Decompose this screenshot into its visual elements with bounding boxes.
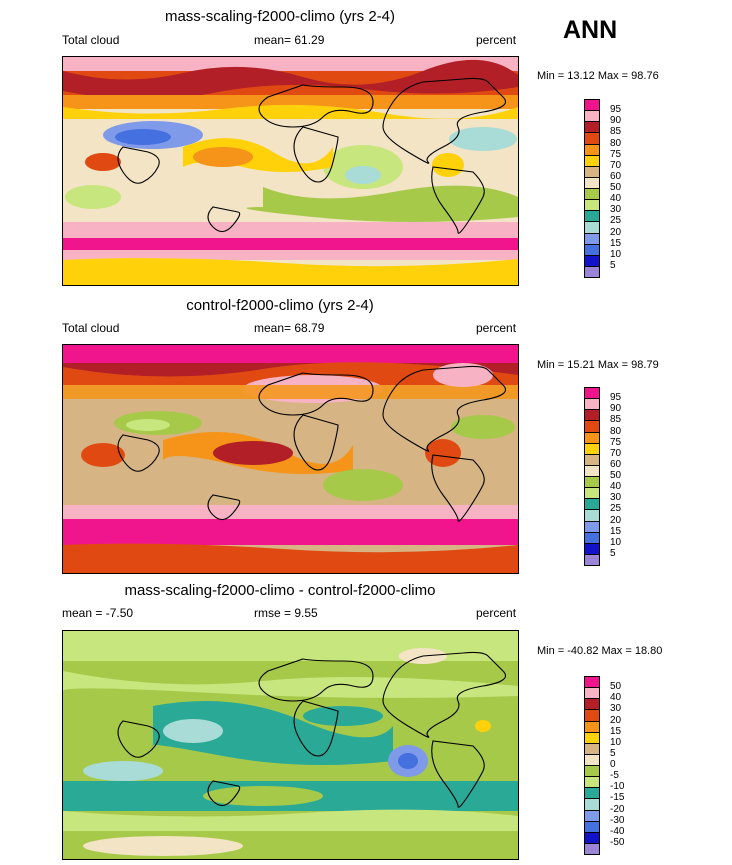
colorbar-tick-label: 5 (610, 547, 616, 559)
colorbar-tick-label: 80 (610, 137, 622, 149)
colorbar-tick-label: 95 (610, 392, 622, 404)
colorbar-tick-label: 90 (610, 403, 622, 415)
colorbar-tick-label: 60 (610, 458, 622, 470)
season-label: ANN (563, 16, 618, 44)
colorbar-tick-label: -30 (610, 814, 625, 826)
colorbar-tick-label: -10 (610, 781, 625, 793)
colorbar-tick-label: 10 (610, 536, 622, 548)
colorbar-tick-label: 15 (610, 525, 622, 537)
panel-3-colorbar: 50 40 30 20 15 10 5 0 -5 -10 -15 -20 -30 -40 -50 (584, 676, 624, 855)
colorbar-tick-label: -50 (610, 836, 625, 848)
colorbar-tick-label: 5 (610, 747, 616, 759)
colorbar-tick-label: 40 (610, 692, 622, 704)
colorbar-swatch (584, 842, 600, 855)
colorbar-tick-label: 10 (610, 248, 622, 260)
colorbar-swatch (584, 265, 600, 278)
colorbar-tick-label: -5 (610, 770, 619, 782)
colorbar-tick-label: 40 (610, 193, 622, 205)
colorbar-tick-label: 10 (610, 736, 622, 748)
panel-3-mean-label: mean = -7.50 (62, 606, 134, 620)
colorbar-tick-label: 75 (610, 148, 622, 160)
panel-2-title: control-f2000-climo (yrs 2-4) (186, 297, 374, 314)
colorbar-tick-label: 85 (610, 414, 622, 426)
panel-2-mean-label: mean= 68.79 (254, 321, 325, 335)
colorbar-tick-label: 90 (610, 115, 622, 127)
colorbar-tick-label: 15 (610, 237, 622, 249)
panel-2-colorbar: 95 90 85 80 75 70 60 50 40 30 25 20 15 10 5 (584, 387, 621, 566)
colorbar-tick-label: 30 (610, 492, 622, 504)
panel-1-mean-label: mean= 61.29 (254, 33, 325, 47)
colorbar-tick-label: 50 (610, 182, 622, 193)
colorbar-tick-label: 20 (610, 514, 622, 526)
colorbar-tick-label: 50 (610, 681, 622, 693)
panel-3-rmse-label: rmse = 9.55 (254, 606, 318, 620)
colorbar-tick-label: 20 (610, 226, 622, 238)
panel-2-units-label: percent (476, 321, 517, 335)
colorbar-tick-label: 15 (610, 725, 622, 737)
panel-1-title: mass-scaling-f2000-climo (yrs 2-4) (164, 8, 396, 25)
panel-2-variable-label: Total cloud (62, 321, 120, 335)
panel-1-colorbar: 95 90 85 80 75 70 60 50 40 30 25 20 15 10 5 (584, 99, 621, 278)
colorbar-tick-label: 20 (610, 714, 622, 726)
panel-3-units-label: percent (476, 606, 517, 620)
colorbar-tick-label: -15 (610, 792, 625, 804)
colorbar-tick-label: 70 (610, 447, 622, 459)
panel-2-map (62, 344, 519, 574)
colorbar-tick-label: 30 (610, 204, 622, 216)
colorbar-tick-label: 25 (610, 503, 622, 515)
panel-2-minmax: Min = 15.21 Max = 98.79 (537, 359, 659, 371)
colorbar-tick-label: 0 (610, 759, 616, 770)
panel-1-variable-label: Total cloud (62, 33, 120, 47)
colorbar-tick-label: 5 (610, 259, 616, 271)
colorbar-tick-label: 85 (610, 126, 622, 138)
panel-1-units-label: percent (476, 33, 517, 47)
colorbar-swatch (584, 553, 600, 566)
colorbar-tick-label: -20 (610, 803, 625, 815)
panel-1-map (62, 56, 519, 286)
panel-3-title: mass-scaling-f2000-climo - control-f2000… (124, 582, 436, 599)
colorbar-tick-label: 95 (610, 104, 622, 116)
colorbar-tick-label: 30 (610, 703, 622, 715)
colorbar-tick-label: 70 (610, 159, 622, 171)
colorbar-tick-label: 75 (610, 436, 622, 448)
colorbar-tick-label: 25 (610, 215, 622, 227)
colorbar-tick-label: 80 (610, 425, 622, 437)
colorbar-tick-label: 50 (610, 470, 622, 481)
colorbar-tick-label: 60 (610, 170, 622, 182)
colorbar-tick-label: 40 (610, 481, 622, 493)
panel-3-map (62, 630, 519, 860)
colorbar-tick-label: -40 (610, 825, 625, 837)
panel-3-minmax: Min = -40.82 Max = 18.80 (537, 645, 663, 657)
panel-1-minmax: Min = 13.12 Max = 98.76 (537, 70, 659, 82)
